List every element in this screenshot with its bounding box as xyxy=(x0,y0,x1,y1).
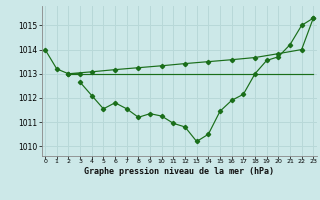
X-axis label: Graphe pression niveau de la mer (hPa): Graphe pression niveau de la mer (hPa) xyxy=(84,167,274,176)
